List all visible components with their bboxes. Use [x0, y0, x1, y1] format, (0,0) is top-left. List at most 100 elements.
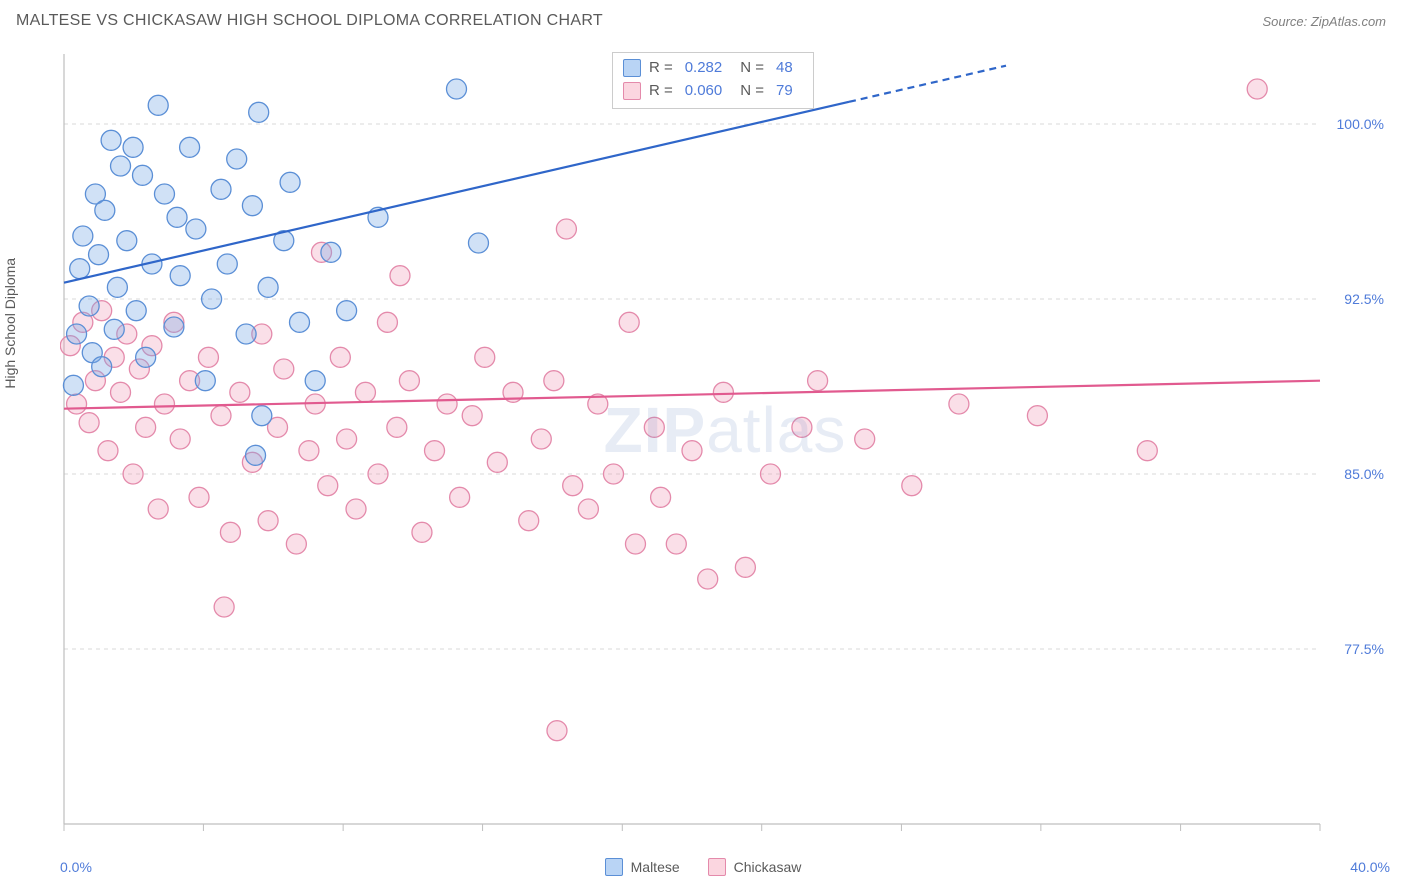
chickasaw-point — [346, 499, 366, 519]
maltese-point — [107, 277, 127, 297]
chickasaw-point — [387, 417, 407, 437]
chickasaw-point — [79, 413, 99, 433]
chickasaw-point — [437, 394, 457, 414]
maltese-point — [70, 259, 90, 279]
chickasaw-point — [855, 429, 875, 449]
corr-n-value: 48 — [776, 57, 793, 80]
legend-swatch — [605, 858, 623, 876]
chickasaw-point — [547, 721, 567, 741]
chickasaw-point — [258, 511, 278, 531]
maltese-point — [95, 200, 115, 220]
chickasaw-point — [563, 476, 583, 496]
maltese-point — [180, 137, 200, 157]
chickasaw-point — [355, 382, 375, 402]
maltese-point — [280, 172, 300, 192]
maltese-trend-dash — [849, 66, 1006, 102]
maltese-point — [133, 165, 153, 185]
chickasaw-point — [761, 464, 781, 484]
chart-area: High School Diploma 100.0%92.5%85.0%77.5… — [16, 48, 1390, 844]
maltese-point — [447, 79, 467, 99]
chickasaw-point — [412, 522, 432, 542]
legend-item: Maltese — [605, 858, 680, 876]
corr-n-label: N = — [740, 57, 764, 80]
chickasaw-point — [792, 417, 812, 437]
chickasaw-point — [399, 371, 419, 391]
chickasaw-trend — [64, 381, 1320, 409]
corr-swatch — [623, 59, 641, 77]
chickasaw-point — [556, 219, 576, 239]
chickasaw-point — [644, 417, 664, 437]
chickasaw-point — [299, 441, 319, 461]
chickasaw-point — [230, 382, 250, 402]
chickasaw-point — [1027, 406, 1047, 426]
maltese-point — [101, 130, 121, 150]
chickasaw-point — [902, 476, 922, 496]
chickasaw-point — [214, 597, 234, 617]
maltese-point — [227, 149, 247, 169]
chickasaw-point — [286, 534, 306, 554]
chickasaw-point — [808, 371, 828, 391]
chickasaw-point — [625, 534, 645, 554]
maltese-point — [126, 301, 146, 321]
x-axis-min-label: 0.0% — [60, 859, 92, 875]
chickasaw-point — [1137, 441, 1157, 461]
corr-n-label: N = — [740, 80, 764, 103]
chickasaw-point — [475, 347, 495, 367]
chickasaw-point — [390, 266, 410, 286]
corr-r-label: R = — [649, 80, 673, 103]
chickasaw-point — [220, 522, 240, 542]
y-tick-label: 92.5% — [1344, 291, 1384, 307]
maltese-point — [154, 184, 174, 204]
maltese-point — [252, 406, 272, 426]
maltese-point — [167, 207, 187, 227]
maltese-point — [211, 179, 231, 199]
chickasaw-point — [544, 371, 564, 391]
maltese-point — [195, 371, 215, 391]
bottom-bar: 0.0% Maltese Chickasaw 40.0% — [16, 850, 1390, 884]
chickasaw-point — [154, 394, 174, 414]
maltese-point — [79, 296, 99, 316]
chickasaw-point — [148, 499, 168, 519]
chickasaw-point — [98, 441, 118, 461]
maltese-point — [305, 371, 325, 391]
y-tick-label: 100.0% — [1337, 116, 1384, 132]
chickasaw-point — [318, 476, 338, 496]
chickasaw-point — [651, 487, 671, 507]
chickasaw-point — [949, 394, 969, 414]
correlation-legend: R =0.282N =48R =0.060N =79 — [612, 52, 814, 109]
legend-swatch — [708, 858, 726, 876]
corr-r-value: 0.060 — [685, 80, 723, 103]
maltese-point — [321, 242, 341, 262]
corr-legend-row: R =0.060N =79 — [623, 80, 803, 103]
maltese-point — [136, 347, 156, 367]
chickasaw-point — [666, 534, 686, 554]
chickasaw-point — [619, 312, 639, 332]
chickasaw-point — [519, 511, 539, 531]
maltese-point — [242, 196, 262, 216]
chickasaw-point — [604, 464, 624, 484]
maltese-point — [67, 324, 87, 344]
maltese-point — [89, 245, 109, 265]
chickasaw-point — [198, 347, 218, 367]
chart-title: MALTESE VS CHICKASAW HIGH SCHOOL DIPLOMA… — [16, 12, 603, 30]
chickasaw-point — [1247, 79, 1267, 99]
corr-legend-row: R =0.282N =48 — [623, 57, 803, 80]
plot-region: 100.0%92.5%85.0%77.5% ZIPatlas R =0.282N… — [60, 48, 1390, 844]
chickasaw-point — [377, 312, 397, 332]
legend-item: Chickasaw — [708, 858, 802, 876]
corr-r-label: R = — [649, 57, 673, 80]
maltese-point — [217, 254, 237, 274]
chickasaw-point — [462, 406, 482, 426]
chickasaw-point — [136, 417, 156, 437]
maltese-point — [104, 319, 124, 339]
maltese-point — [164, 317, 184, 337]
chickasaw-point — [450, 487, 470, 507]
legend-label: Chickasaw — [734, 859, 802, 875]
x-axis-max-label: 40.0% — [1350, 859, 1390, 875]
chickasaw-point — [698, 569, 718, 589]
maltese-point — [186, 219, 206, 239]
maltese-point — [111, 156, 131, 176]
maltese-point — [92, 357, 112, 377]
maltese-point — [117, 231, 137, 251]
y-axis-label: High School Diploma — [2, 258, 18, 389]
